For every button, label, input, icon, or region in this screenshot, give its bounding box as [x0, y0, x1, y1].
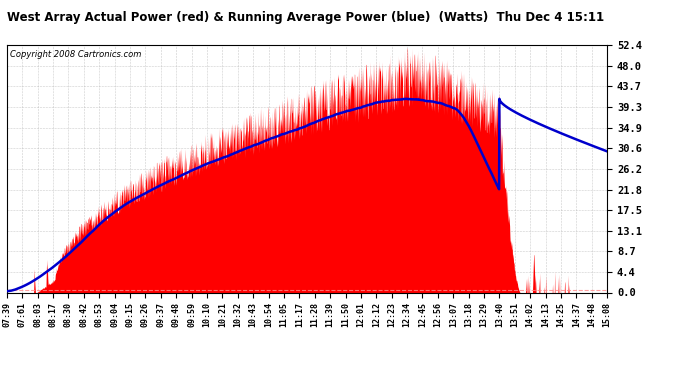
Text: West Array Actual Power (red) & Running Average Power (blue)  (Watts)  Thu Dec 4: West Array Actual Power (red) & Running … [7, 11, 604, 24]
Text: Copyright 2008 Cartronics.com: Copyright 2008 Cartronics.com [10, 50, 141, 59]
